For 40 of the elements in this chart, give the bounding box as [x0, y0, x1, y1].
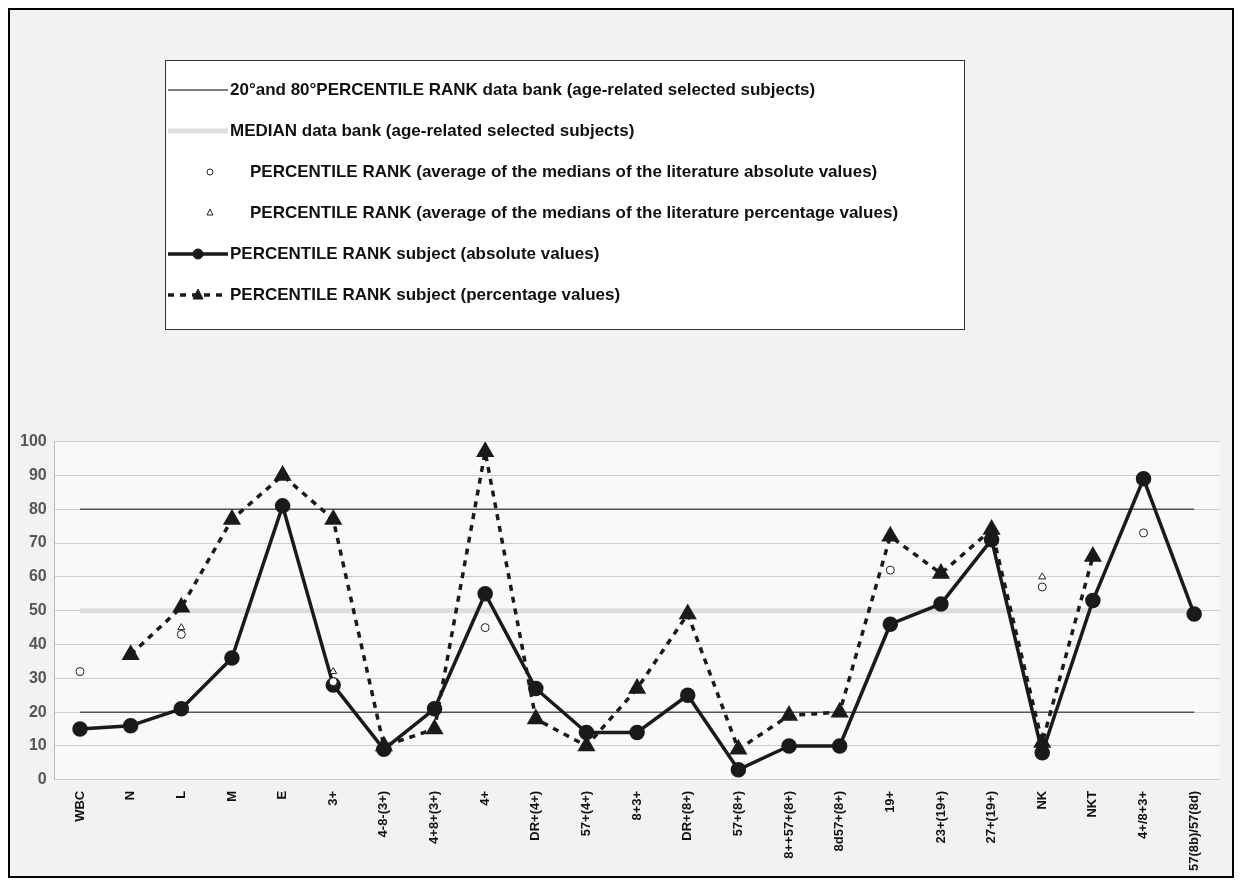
- x-tick-label: 8+3+: [628, 790, 644, 821]
- x-tick-label: 27+(19+): [983, 790, 999, 844]
- x-tick-label: L: [172, 790, 188, 799]
- x-tick-label: 4-8-(3+): [375, 790, 391, 838]
- x-tick-label: DR+(4+): [527, 790, 543, 841]
- x-tick-label: E: [274, 790, 290, 800]
- y-tick-label: 10: [28, 736, 47, 754]
- legend-label: 20°and 80°PERCENTILE RANK data bank (age-related selected subjects): [230, 79, 816, 100]
- x-tick-label: 4+8+(3+): [426, 790, 442, 844]
- y-tick-label: 80: [28, 499, 47, 517]
- x-tick-label: WBC: [71, 790, 87, 822]
- legend-label: PERCENTILE RANK subject (percentage values): [230, 284, 621, 305]
- y-tick-label: 0: [37, 770, 47, 788]
- y-tick-label: 30: [28, 668, 47, 686]
- x-tick-label: 3+: [324, 790, 340, 806]
- x-tick-label: 57(8b)/57(8d): [1185, 790, 1201, 872]
- legend-label: PERCENTILE RANK (average of the medians of the literature percentage values): [250, 202, 899, 223]
- y-tick-label: 40: [28, 634, 47, 652]
- x-tick-label: NKT: [1084, 790, 1100, 818]
- x-tick-label: 57+(8+): [729, 790, 745, 837]
- y-tick-label: 70: [28, 533, 47, 551]
- y-tick-label: 20: [28, 702, 47, 720]
- x-tick-label: 8++57+(8+): [780, 790, 796, 859]
- x-tick-label: 4+/8+3+: [1135, 790, 1151, 839]
- x-tick-label: 57+(4+): [578, 790, 594, 837]
- legend-label: PERCENTILE RANK (average of the medians of the literature absolute values): [250, 161, 878, 182]
- x-tick-label: 4+: [476, 790, 492, 806]
- legend-label: PERCENTILE RANK subject (absolute values): [230, 243, 600, 264]
- x-tick-label: 8d57+(8+): [831, 790, 847, 852]
- x-tick-label: NK: [1033, 790, 1049, 810]
- y-tick-label: 60: [28, 567, 47, 585]
- y-tick-label: 90: [28, 465, 47, 483]
- x-tick-label: M: [223, 790, 239, 802]
- x-tick-label: DR+(8+): [679, 790, 695, 841]
- y-tick-label: 100: [19, 432, 47, 450]
- x-tick-label: 19+: [881, 790, 897, 813]
- legend-label: MEDIAN data bank (age-related selected subjects): [230, 120, 635, 141]
- x-tick-label: N: [122, 790, 138, 801]
- y-tick-label: 50: [28, 601, 47, 619]
- x-tick-label: 23+(19+): [932, 790, 948, 844]
